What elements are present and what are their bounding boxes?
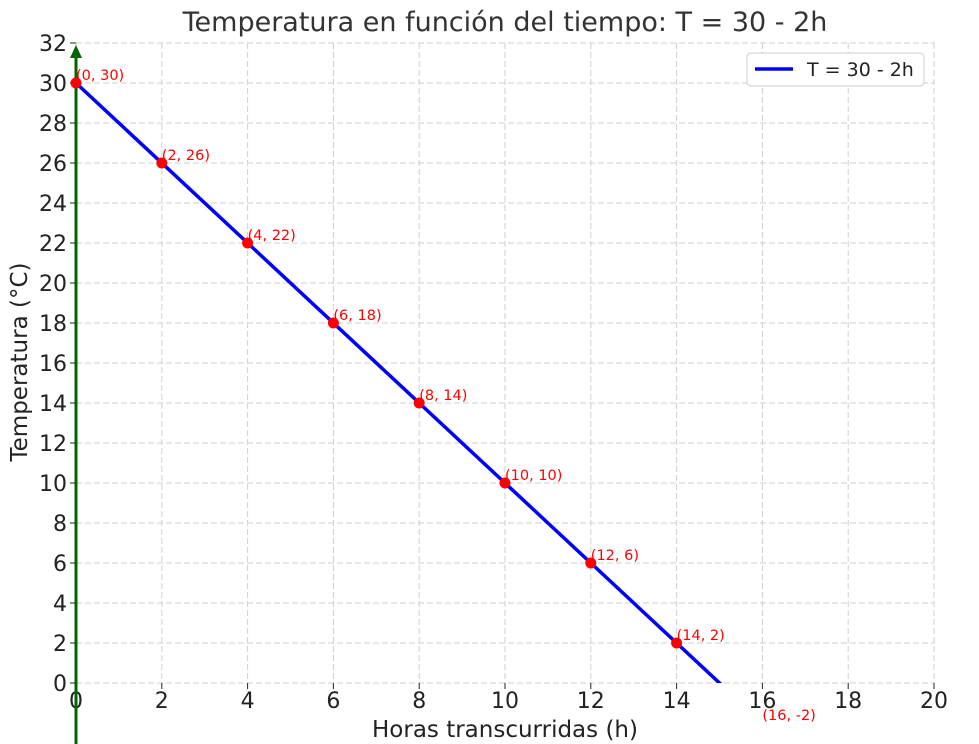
x-tick-label: 6 [326, 689, 340, 714]
point-annotation: (6, 18) [333, 308, 381, 324]
x-tick-label: 14 [663, 689, 691, 714]
y-axis-arrow [70, 45, 82, 744]
point-annotation: (4, 22) [248, 228, 296, 244]
data-point [327, 317, 339, 329]
y-tick-label: 8 [53, 512, 67, 537]
legend: T = 30 - 2h [746, 52, 925, 87]
legend-entry-label: T = 30 - 2h [806, 59, 914, 81]
point-annotation: (0, 30) [76, 68, 124, 84]
y-tick-label: 26 [39, 152, 67, 177]
grid [75, 42, 935, 684]
y-tick-label: 18 [39, 312, 67, 337]
y-tick-label: 30 [39, 72, 67, 97]
x-tick-label: 12 [577, 689, 605, 714]
point-annotation: (12, 6) [591, 548, 639, 564]
y-tick-label: 0 [53, 672, 67, 697]
y-tick-label: 6 [53, 552, 67, 577]
y-tick-label: 4 [53, 592, 67, 617]
x-tick-label: 20 [920, 689, 948, 714]
data-point [499, 477, 511, 489]
x-tick-label: 10 [491, 689, 519, 714]
y-tick-label: 32 [39, 32, 67, 57]
annotations: (0, 30) (2, 26) (4, 22) (6, 18) (8, 14) (10, … [76, 68, 816, 724]
data-point [413, 397, 425, 409]
point-annotation: (8, 14) [419, 388, 467, 404]
x-axis-label: Horas transcurridas (h) [372, 717, 638, 743]
x-tick-label: 18 [834, 689, 862, 714]
point-annotation: (2, 26) [162, 148, 210, 164]
point-annotation: (10, 10) [505, 468, 562, 484]
x-tick-label: 4 [241, 689, 255, 714]
data-point [242, 237, 254, 249]
data-point [585, 557, 597, 569]
y-tick-label: 28 [39, 112, 67, 137]
y-tick-label: 12 [39, 432, 67, 457]
y-axis-arrow-head [70, 45, 82, 58]
x-tick-label: 8 [412, 689, 426, 714]
y-axis-label: Temperatura (°C) [7, 263, 33, 463]
y-tick-label: 14 [39, 392, 67, 417]
point-annotation: (16, -2) [762, 708, 815, 724]
point-annotation: (14, 2) [677, 628, 725, 644]
x-tick-label: 16 [748, 689, 776, 714]
points-layer [70, 77, 683, 649]
y-tick-label: 20 [39, 272, 67, 297]
y-tick-label: 22 [39, 232, 67, 257]
chart-title: Temperatura en función del tiempo: T = 3… [182, 7, 828, 38]
data-point [671, 637, 683, 649]
y-tick-label: 10 [39, 472, 67, 497]
data-point [156, 157, 168, 169]
legend-box [746, 52, 925, 87]
x-tick-label: 2 [155, 689, 169, 714]
y-tick-label: 24 [39, 192, 67, 217]
y-tick-label: 2 [53, 632, 67, 657]
y-tick-label: 16 [39, 352, 67, 377]
data-point [70, 77, 82, 89]
